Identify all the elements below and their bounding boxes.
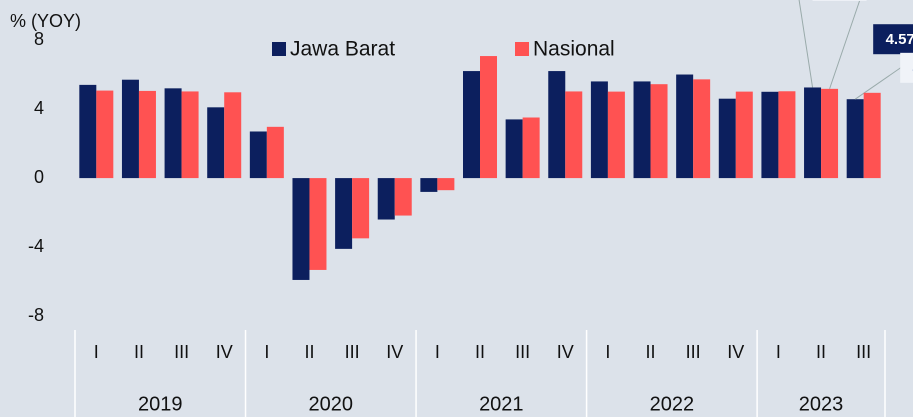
leader-line [829,0,861,90]
label-box [873,24,913,55]
legend-swatch [272,42,286,56]
group-label: 2022 [650,393,695,415]
x-tick-label: IV [557,342,574,362]
legend-label: Nasional [533,38,615,61]
group-label: 2020 [309,393,354,415]
bar [778,91,796,179]
y-axis-label: % (YOY) [10,11,81,31]
data-label: 4.57 [886,31,913,48]
x-tick-label: II [475,342,485,362]
bar [522,117,540,179]
bar [437,178,455,191]
y-tick-label: 4 [34,98,44,118]
bar [249,131,267,179]
y-tick-label: 8 [34,29,44,49]
group-label: 2019 [138,393,183,415]
bar [693,79,711,179]
y-tick-label: -8 [28,305,44,325]
bar [846,99,864,179]
x-tick-label: II [816,342,826,362]
bar [138,90,156,179]
x-tick-label: IV [727,342,744,362]
bar [676,74,694,179]
x-tick-label: IV [386,342,403,362]
x-tick-label: III [856,342,871,362]
bar [480,56,497,179]
bar [735,91,753,179]
bar [718,98,736,179]
bar [121,79,139,179]
group-label: 2023 [799,393,844,415]
bar [96,90,114,179]
x-tick-label: II [304,342,314,362]
x-tick-label: II [134,342,144,362]
bar [335,178,353,249]
bar [463,71,480,179]
bar [79,84,97,179]
y-tick-label: -4 [28,236,44,256]
bar [292,178,310,280]
x-tick-label: I [776,342,781,362]
x-tick-label: III [345,342,360,362]
bar [565,91,583,179]
bar [607,91,625,179]
x-tick-label: IV [216,342,233,362]
x-tick-label: I [435,342,440,362]
x-tick-label: I [94,342,99,362]
bar [863,92,881,179]
bar [266,126,284,179]
bar [548,71,566,179]
bar [590,81,608,179]
x-tick-label: III [686,342,701,362]
bar [309,178,327,270]
bar [650,84,668,179]
leader-line [798,0,814,88]
x-tick-label: I [264,342,269,362]
bar [633,81,651,179]
legend-swatch [515,42,529,56]
bar [207,107,225,179]
group-label: 2021 [479,393,524,415]
bar [804,87,822,179]
bar [377,178,395,220]
legend-label: Jawa Barat [290,38,395,61]
bar [224,92,242,179]
label-box [900,52,913,83]
bar [821,88,839,179]
bar [164,88,182,179]
bar [505,119,523,179]
bar [181,91,199,179]
y-tick-label: 0 [34,167,44,187]
x-tick-label: III [515,342,530,362]
label-box [812,0,867,1]
x-tick-label: I [605,342,610,362]
x-tick-label: III [174,342,189,362]
bar [761,91,779,179]
bar [394,178,412,216]
bar [420,178,438,192]
bar [352,178,370,239]
x-tick-label: II [646,342,656,362]
